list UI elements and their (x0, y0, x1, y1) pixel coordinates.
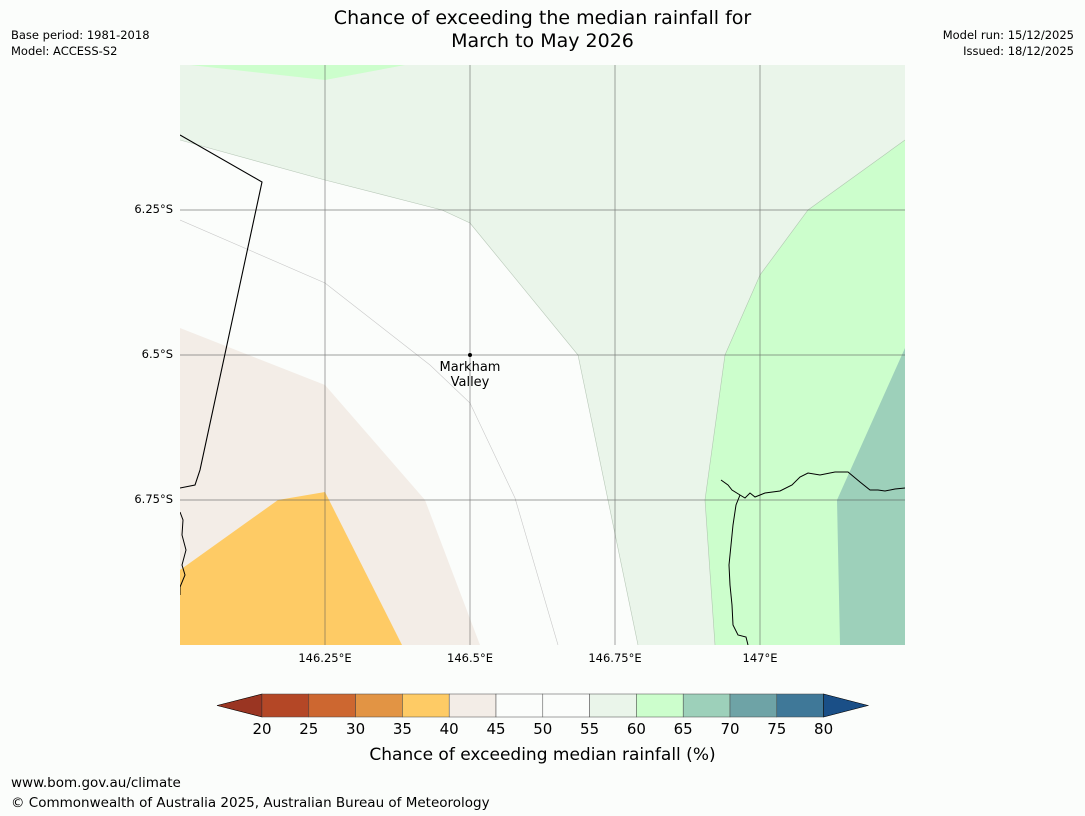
colorbar-tick-label: 25 (299, 720, 319, 738)
colorbar-tick-label: 40 (439, 720, 459, 738)
colorbar-segment (776, 693, 824, 718)
meta-left: Base period: 1981-2018 Model: ACCESS-S2 (11, 27, 150, 59)
model-run-text: Model run: 15/12/2025 (942, 28, 1074, 42)
contour-line (704, 139, 905, 645)
issued-text: Issued: 18/12/2025 (963, 44, 1074, 58)
place-label: Markham Valley (420, 360, 520, 390)
title-line-2: March to May 2026 (451, 30, 634, 52)
colorbar-tick-label: 60 (626, 720, 646, 738)
meta-right: Model run: 15/12/2025 Issued: 18/12/2025 (943, 27, 1074, 59)
lon-label-146-5: 146.5°E (447, 651, 493, 665)
colorbar-tick-label: 80 (814, 720, 834, 738)
rainfall-map (180, 65, 905, 645)
colorbar-segment (355, 693, 403, 718)
map-title: Chance of exceeding the median rainfall … (0, 7, 1085, 53)
footer-copyright: © Commonwealth of Australia 2025, Austra… (11, 795, 490, 811)
base-period-text: Base period: 1981-2018 (11, 28, 150, 42)
footer-url[interactable]: www.bom.gov.au/climate (11, 775, 181, 791)
lat-label-6-75: 6.75°S (134, 492, 173, 506)
colorbar-tick-label: 45 (486, 720, 506, 738)
colorbar-tick-label: 70 (720, 720, 740, 738)
colorbar-tick-label: 35 (392, 720, 412, 738)
colorbar-segment (308, 693, 356, 718)
graticule (180, 65, 905, 645)
colorbar-segment (682, 693, 731, 718)
border-line (180, 134, 263, 489)
colorbar-label: Chance of exceeding median rainfall (%) (369, 745, 716, 765)
region-65-70 (837, 348, 905, 645)
lat-label-6-25: 6.25°S (134, 202, 173, 216)
colorbar-tick-label: 65 (673, 720, 693, 738)
colorbar-segment (261, 693, 310, 718)
lat-label-6-5: 6.5°S (141, 347, 173, 361)
colorbar-tick-label: 30 (346, 720, 366, 738)
region-35-40 (180, 492, 402, 645)
lon-label-146-75: 146.75°E (588, 651, 642, 665)
model-text: Model: ACCESS-S2 (11, 44, 118, 58)
region-60-65-top (190, 65, 405, 80)
colorbar-segment (542, 693, 590, 718)
colorbar-tick-label: 55 (580, 720, 600, 738)
lon-label-146-25: 146.25°E (298, 651, 352, 665)
contour-line (180, 139, 639, 645)
location-marker (468, 353, 472, 357)
colorbar-extend-high (823, 693, 870, 718)
colorbar-segment (636, 693, 684, 718)
colorbar-extend-low (216, 693, 263, 718)
colorbar-segment (402, 693, 450, 718)
colorbar-segment (729, 693, 778, 718)
contour-line (180, 219, 559, 645)
map-svg (180, 65, 905, 645)
coastline (728, 494, 749, 645)
place-name-line-2: Valley (450, 375, 490, 390)
colorbar-tick-label: 50 (533, 720, 553, 738)
lon-label-147: 147°E (742, 651, 778, 665)
coastline (180, 511, 187, 595)
colorbar-segment (448, 693, 497, 718)
coastline (720, 471, 905, 499)
place-name-line-1: Markham (439, 360, 501, 375)
title-line-1: Chance of exceeding the median rainfall … (333, 7, 752, 29)
colorbar-tick-label: 75 (767, 720, 787, 738)
colorbar-segment (495, 693, 544, 718)
colorbar-tick-label: 20 (252, 720, 272, 738)
colorbar-segment (589, 693, 637, 718)
